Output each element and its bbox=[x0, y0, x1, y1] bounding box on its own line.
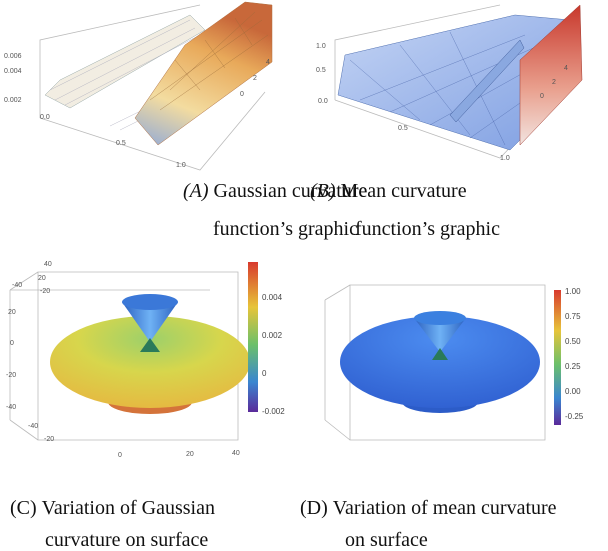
panel-c-plot bbox=[9, 262, 258, 441]
surface-ridge bbox=[134, 1, 273, 146]
tick-label: 2 bbox=[552, 79, 556, 86]
tick-label: 4 bbox=[266, 59, 270, 66]
caption: function’s graphic bbox=[213, 218, 358, 240]
tick-label: 1.0 bbox=[176, 162, 186, 169]
surface-cone bbox=[414, 318, 466, 352]
tick-label: 0.5 bbox=[316, 67, 326, 74]
tick-label: -40 bbox=[12, 282, 22, 289]
tick-label: 0 bbox=[540, 93, 544, 100]
tick-label: 0.5 bbox=[116, 140, 126, 147]
caption-text: Variation of mean curvature bbox=[333, 497, 557, 519]
caption-label: (C) bbox=[10, 497, 37, 519]
surface-cone-top bbox=[414, 311, 466, 325]
tick-label: 2 bbox=[253, 75, 257, 82]
tick-label: 1.0 bbox=[500, 155, 510, 162]
tick-label: 0.5 bbox=[398, 125, 408, 132]
tick-label: 40 bbox=[232, 450, 240, 457]
tick-label: 0 bbox=[10, 340, 14, 347]
caption-text: Gaussian curvature bbox=[214, 180, 368, 202]
colorbar-label: 0.002 bbox=[262, 331, 283, 340]
colorbar bbox=[248, 262, 258, 412]
caption: (A) Gaussian curvature bbox=[183, 180, 367, 202]
colorbar-label: 1.00 bbox=[565, 287, 581, 296]
axis-box bbox=[39, 91, 266, 171]
tick-label: 0 bbox=[118, 452, 122, 459]
tick-label: -20 bbox=[40, 288, 50, 295]
tick-label: 1.0 bbox=[316, 43, 326, 50]
colorbar bbox=[554, 290, 561, 425]
tick-label: -40 bbox=[6, 404, 16, 411]
tick-label: 0.0 bbox=[40, 114, 50, 121]
caption-text: Variation of Gaussian bbox=[42, 497, 215, 519]
tick-label: 20 bbox=[186, 451, 194, 458]
tick-label: -40 bbox=[28, 423, 38, 430]
caption-text: Mean curvature bbox=[341, 180, 467, 202]
colorbar-label: -0.002 bbox=[262, 407, 285, 416]
panel-a-plot bbox=[39, 1, 273, 171]
colorbar-label: 0.004 bbox=[262, 293, 283, 302]
axis-box bbox=[37, 271, 239, 441]
panel-d-plot bbox=[324, 284, 561, 441]
axis-box bbox=[9, 419, 39, 441]
tick-label: 20 bbox=[8, 309, 16, 316]
axis-box bbox=[334, 4, 501, 100]
caption: on surface bbox=[345, 529, 428, 551]
axis-box bbox=[324, 419, 351, 441]
colorbar-label: 0.50 bbox=[565, 337, 581, 346]
axis-box bbox=[324, 284, 351, 301]
axis-box bbox=[39, 4, 201, 118]
caption-label: (A) bbox=[183, 180, 209, 202]
surface-body bbox=[50, 316, 250, 408]
tick-label: 0.004 bbox=[4, 68, 22, 75]
caption: (C) Variation of Gaussian bbox=[10, 497, 215, 519]
tick-label: 4 bbox=[564, 65, 568, 72]
tick-label: -20 bbox=[44, 436, 54, 443]
caption: (B) Mean curvature bbox=[310, 180, 467, 202]
surface-cone-top bbox=[122, 294, 178, 310]
caption: curvature on surface bbox=[45, 529, 208, 551]
tick-label: 0 bbox=[240, 91, 244, 98]
surface-wall bbox=[519, 4, 583, 146]
axis-box bbox=[9, 271, 39, 291]
caption: function’s graphic bbox=[355, 218, 500, 240]
axis-box bbox=[349, 284, 546, 441]
surface-body bbox=[340, 316, 540, 408]
tick-label: 0.002 bbox=[4, 97, 22, 104]
tick-label: 0.0 bbox=[318, 98, 328, 105]
tick-label: 0.006 bbox=[4, 53, 22, 60]
caption-label: (D) bbox=[300, 497, 328, 519]
colorbar-label: 0.75 bbox=[565, 312, 581, 321]
colorbar-label: 0 bbox=[262, 369, 267, 378]
mesh bbox=[149, 11, 269, 111]
tick-label: 20 bbox=[38, 275, 46, 282]
surface-cone bbox=[122, 302, 178, 342]
tick-label: -20 bbox=[6, 372, 16, 379]
surface-neck bbox=[432, 348, 448, 360]
labels: (A) Gaussian curvature function’s graphic 0… bbox=[4, 43, 584, 551]
colorbar-label: 0.25 bbox=[565, 362, 581, 371]
colorbar-label: -0.25 bbox=[565, 412, 584, 421]
colorbar-label: 0.00 bbox=[565, 387, 581, 396]
tick-label: 40 bbox=[44, 261, 52, 268]
caption-label: (B) bbox=[310, 180, 336, 202]
surface-neck bbox=[140, 338, 160, 352]
panel-b-plot bbox=[334, 4, 583, 159]
surface-fold bbox=[449, 39, 525, 123]
caption: (D) Variation of mean curvature bbox=[300, 497, 557, 519]
